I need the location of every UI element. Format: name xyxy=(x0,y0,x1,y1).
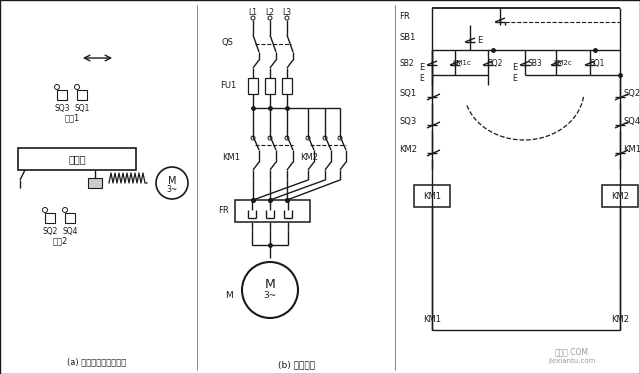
Text: M: M xyxy=(225,291,233,300)
Text: E: E xyxy=(419,74,424,83)
Text: KM1c: KM1c xyxy=(452,60,471,66)
Bar xyxy=(57,90,67,100)
Circle shape xyxy=(251,16,255,20)
Text: L2: L2 xyxy=(266,7,275,16)
Text: KM2: KM2 xyxy=(611,191,629,200)
Text: SQ1: SQ1 xyxy=(74,104,90,113)
Text: 位置1: 位置1 xyxy=(65,113,79,123)
Text: M: M xyxy=(264,279,275,291)
Bar xyxy=(65,213,75,223)
Text: KM2: KM2 xyxy=(300,153,318,162)
Circle shape xyxy=(323,136,327,140)
Text: E: E xyxy=(512,62,517,71)
Circle shape xyxy=(268,136,272,140)
Circle shape xyxy=(42,208,47,212)
Text: SQ2: SQ2 xyxy=(42,227,58,236)
Text: SQ3: SQ3 xyxy=(399,116,416,126)
Bar xyxy=(88,178,102,188)
Text: E: E xyxy=(477,36,483,45)
Text: KM1: KM1 xyxy=(423,191,441,200)
Text: SQ4: SQ4 xyxy=(62,227,77,236)
Text: jiexiantu.com: jiexiantu.com xyxy=(548,358,596,364)
Text: FU1: FU1 xyxy=(220,80,236,89)
Bar xyxy=(265,78,275,94)
Text: KM2: KM2 xyxy=(611,316,629,325)
Text: 位置2: 位置2 xyxy=(52,236,68,245)
Text: L3: L3 xyxy=(282,7,292,16)
Text: KM1: KM1 xyxy=(423,316,441,325)
Text: M: M xyxy=(168,176,176,186)
Text: KM1: KM1 xyxy=(222,153,240,162)
Circle shape xyxy=(251,136,255,140)
Text: E: E xyxy=(419,62,424,71)
Text: QS: QS xyxy=(222,37,234,46)
Circle shape xyxy=(268,16,272,20)
Text: (b) 控制线路: (b) 控制线路 xyxy=(278,361,316,370)
Text: SB1: SB1 xyxy=(399,33,415,42)
Bar xyxy=(414,185,450,207)
Circle shape xyxy=(338,136,342,140)
Circle shape xyxy=(74,85,79,89)
Text: SB3: SB3 xyxy=(527,58,541,67)
Text: KM2c: KM2c xyxy=(553,60,572,66)
Text: SQ2: SQ2 xyxy=(623,89,640,98)
Text: SQ1: SQ1 xyxy=(399,89,416,98)
Circle shape xyxy=(285,136,289,140)
Text: 接线图.COM: 接线图.COM xyxy=(555,347,589,356)
Circle shape xyxy=(63,208,67,212)
Text: KM1: KM1 xyxy=(623,144,640,153)
Text: KM2: KM2 xyxy=(399,144,417,153)
Circle shape xyxy=(306,136,310,140)
Text: FR: FR xyxy=(399,12,410,21)
Text: (a) 工作自动循环示意图: (a) 工作自动循环示意图 xyxy=(67,358,127,367)
Circle shape xyxy=(285,16,289,20)
Circle shape xyxy=(156,167,188,199)
Bar xyxy=(18,148,136,170)
Bar xyxy=(248,78,258,94)
Text: 3~: 3~ xyxy=(264,291,276,300)
Bar xyxy=(235,200,310,222)
Text: SQ3: SQ3 xyxy=(54,104,70,113)
Bar xyxy=(77,90,87,100)
Text: L1: L1 xyxy=(248,7,257,16)
Text: E: E xyxy=(512,74,517,83)
Text: SQ4: SQ4 xyxy=(623,116,640,126)
Text: SQ1: SQ1 xyxy=(590,58,605,67)
Bar xyxy=(602,185,638,207)
Text: FR: FR xyxy=(218,205,228,215)
Circle shape xyxy=(242,262,298,318)
Text: 工作台: 工作台 xyxy=(68,154,86,164)
Text: 3~: 3~ xyxy=(166,184,178,193)
Circle shape xyxy=(54,85,60,89)
Bar xyxy=(282,78,292,94)
Text: SQ2: SQ2 xyxy=(488,58,504,67)
Text: SB2: SB2 xyxy=(399,58,413,67)
Bar xyxy=(45,213,55,223)
